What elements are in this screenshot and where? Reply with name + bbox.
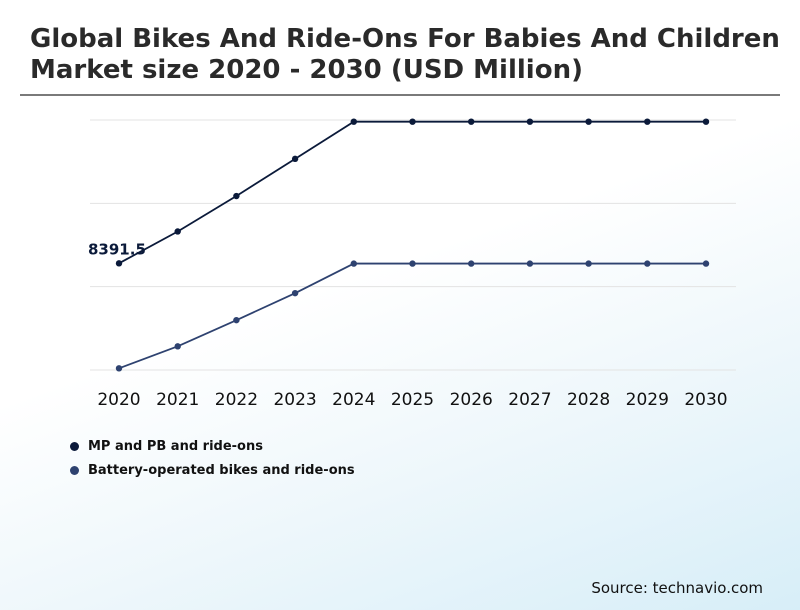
- line-chart: 2020 2021 2022 2023 2024 2025 2026 2027 2028 2029…: [88, 118, 736, 410]
- source-credit: Source: technavio.com: [591, 579, 763, 597]
- data-point: [526, 260, 534, 267]
- x-tick-label: 2020: [97, 390, 140, 410]
- data-point: [644, 260, 651, 267]
- legend-item-mp-pb: MP and PB and ride-ons: [70, 434, 355, 458]
- x-tick-label: 2024: [332, 390, 375, 410]
- data-point: [585, 260, 592, 267]
- data-point: [233, 192, 240, 200]
- series-points: [115, 118, 710, 372]
- legend-marker: [70, 465, 79, 475]
- legend-item-battery: Battery-operated bikes and ride-ons: [70, 458, 355, 482]
- x-tick-label: 2023: [273, 390, 316, 410]
- series-lines: [118, 120, 706, 370]
- x-tick-label: 2029: [626, 390, 669, 410]
- legend-label: Battery-operated bikes and ride-ons: [88, 462, 355, 478]
- data-point: [291, 289, 299, 297]
- legend-label: MP and PB and ride-ons: [88, 438, 263, 454]
- x-tick-label: 2026: [450, 390, 493, 410]
- data-point: [115, 365, 123, 372]
- data-point: [526, 118, 534, 125]
- data-point: [233, 316, 240, 324]
- data-point: [350, 118, 357, 125]
- legend: MP and PB and ride-ons Battery-operated …: [70, 434, 355, 482]
- x-axis-tick-labels: 2020 2021 2022 2023 2024 2025 2026 2027 2028 2029…: [97, 390, 727, 410]
- data-point: [291, 155, 299, 163]
- data-point: [115, 260, 123, 267]
- x-tick-label: 2025: [391, 390, 434, 410]
- x-tick-label: 2021: [156, 390, 199, 410]
- legend-marker: [70, 441, 79, 451]
- data-point: [644, 118, 651, 125]
- data-point: [409, 118, 416, 125]
- data-point: [409, 260, 416, 267]
- data-point: [702, 260, 710, 267]
- series-line: [118, 262, 706, 370]
- data-point: [174, 343, 181, 350]
- data-point: [702, 118, 710, 125]
- x-tick-label: 2028: [567, 390, 610, 410]
- gridlines: [90, 119, 736, 371]
- title-divider: [20, 94, 780, 96]
- x-tick-label: 2027: [508, 390, 551, 410]
- x-tick-label: 2022: [215, 390, 258, 410]
- x-tick-label: 2030: [684, 390, 727, 410]
- data-point: [350, 260, 357, 267]
- data-point: [585, 118, 592, 125]
- chart-title: Global Bikes And Ride-Ons For Babies And…: [30, 24, 780, 85]
- data-label: 8391.5: [88, 240, 146, 258]
- data-annotations: 8391.5: [88, 240, 146, 258]
- series-line: [118, 120, 706, 265]
- data-point: [468, 260, 475, 267]
- data-point: [174, 228, 181, 235]
- data-point: [468, 118, 475, 125]
